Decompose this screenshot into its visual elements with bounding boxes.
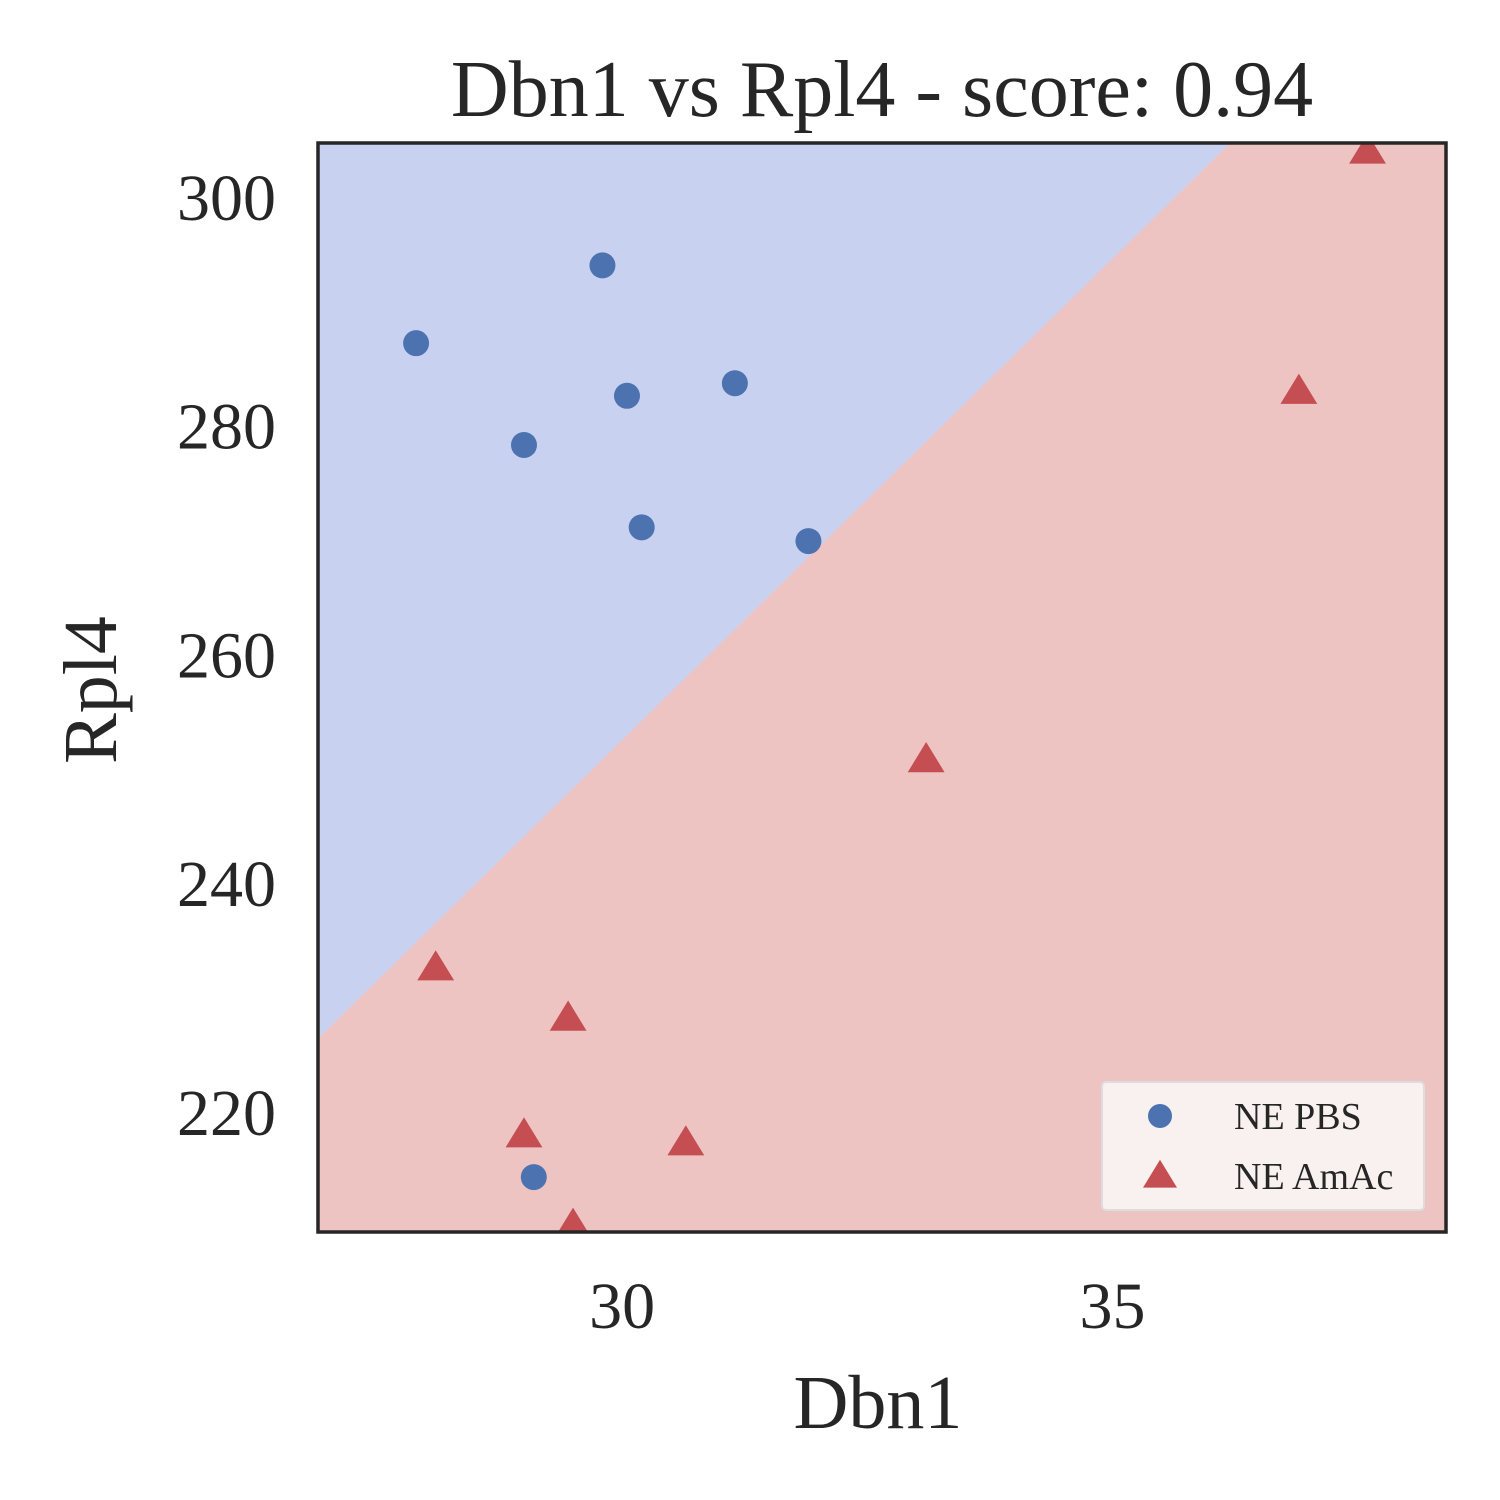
legend-marker	[1148, 1104, 1172, 1128]
y-axis-label: Rpl4	[49, 616, 133, 764]
legend: NE PBS NE AmAc	[1101, 1081, 1425, 1211]
y-tick-label: 300	[177, 162, 276, 235]
chart-title: Dbn1 vs Rpl4 - score: 0.94	[451, 46, 1313, 134]
point-ne-pbs	[403, 330, 430, 357]
point-ne-pbs	[721, 370, 748, 397]
point-ne-amac	[1280, 373, 1318, 404]
x-axis-label: Dbn1	[794, 1361, 963, 1445]
y-tick-label: 240	[177, 848, 276, 921]
point-ne-pbs	[510, 431, 537, 458]
point-ne-amac	[907, 742, 945, 773]
point-ne-amac	[505, 1117, 543, 1148]
x-tick-label: 30	[589, 1270, 655, 1343]
plot-frame	[316, 141, 1448, 1234]
legend-marker	[1142, 1159, 1178, 1188]
point-ne-pbs	[628, 514, 655, 541]
legend-box	[1101, 1081, 1425, 1211]
legend-label: NE AmAc	[1234, 1156, 1393, 1198]
legend-label: NE PBS	[1234, 1096, 1362, 1138]
point-ne-pbs	[795, 528, 822, 555]
axis-ticks: 30 35 220 240 260 280 300	[177, 162, 1146, 1343]
point-ne-pbs	[520, 1164, 547, 1191]
point-ne-amac	[558, 1207, 588, 1232]
point-ne-amac	[549, 1000, 587, 1031]
point-ne-amac	[417, 950, 455, 981]
point-ne-pbs	[589, 252, 616, 279]
y-tick-label: 260	[177, 619, 276, 692]
point-ne-pbs	[613, 382, 640, 409]
point-ne-amac	[1349, 143, 1386, 164]
x-tick-label: 35	[1080, 1270, 1146, 1343]
y-tick-label: 280	[177, 391, 276, 464]
y-tick-label: 220	[177, 1077, 276, 1150]
data-points	[403, 143, 1386, 1232]
point-ne-amac	[667, 1125, 705, 1156]
